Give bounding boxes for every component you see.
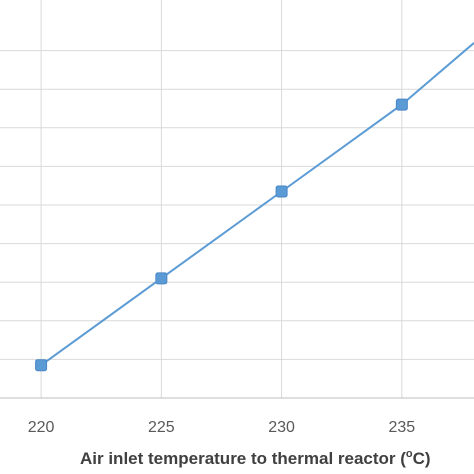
grid bbox=[0, 0, 474, 399]
data-point-marker bbox=[155, 272, 168, 285]
x-tick-label: 220 bbox=[28, 419, 55, 436]
x-axis-title: Air inlet temperature to thermal reactor… bbox=[80, 448, 431, 468]
x-tick-label: 225 bbox=[148, 419, 175, 436]
data-point-marker bbox=[35, 359, 48, 372]
x-tick-label: 235 bbox=[388, 419, 415, 436]
x-tick-label: 230 bbox=[268, 419, 295, 436]
series-layer bbox=[35, 42, 474, 372]
x-tick-labels: 220 225 230 235 bbox=[28, 419, 416, 436]
data-point-marker bbox=[395, 98, 408, 111]
series-line bbox=[40, 42, 474, 367]
data-point-marker bbox=[275, 185, 288, 198]
